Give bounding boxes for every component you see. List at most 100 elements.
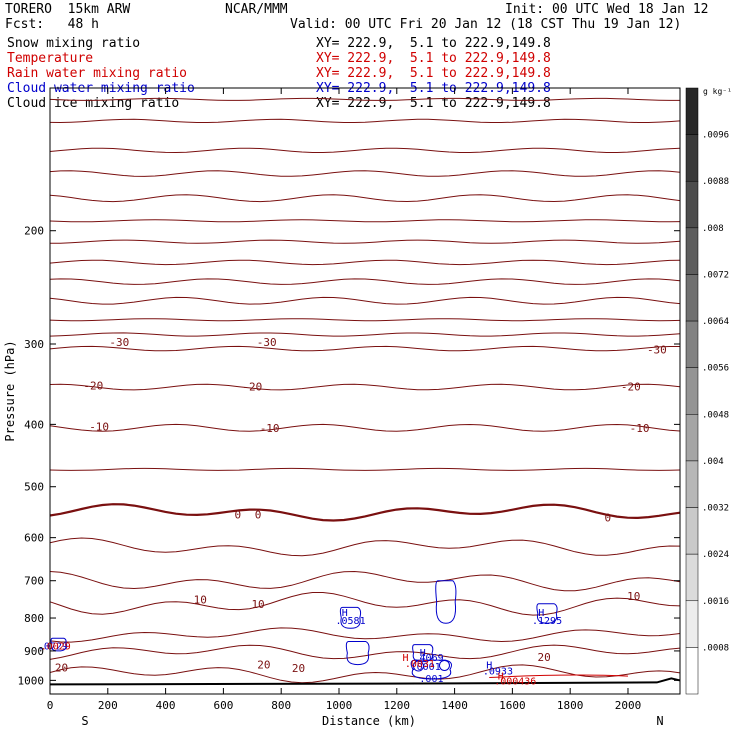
- colorbar-swatch: [685, 600, 699, 648]
- colorbar-label: .0024: [702, 550, 729, 560]
- field-xy-rain: XY= 222.9, 5.1 to 222.9,149.8: [316, 66, 551, 81]
- x-tick-label: 0: [47, 699, 54, 712]
- isotherm-line: [49, 503, 681, 522]
- colorbar-label: .004: [702, 457, 724, 467]
- model-title: TORERO 15km ARW: [5, 2, 131, 17]
- colorbar-unit: g kg⁻¹: [703, 87, 732, 96]
- colorbar-swatch: [685, 180, 699, 229]
- forecast-hour: Fcst: 48 h: [5, 17, 99, 32]
- colorbar-swatch: [685, 87, 699, 135]
- isotherm-line: [49, 592, 681, 616]
- colorbar-swatch: [685, 227, 699, 275]
- field-name-rain: Rain water mixing ratio: [7, 66, 188, 81]
- colorbar-label: .0048: [702, 410, 729, 420]
- isotherm-line: [49, 118, 681, 124]
- temperature-label: -10: [630, 422, 650, 435]
- isotherm-line: [49, 170, 681, 177]
- isotherm-line: [49, 147, 681, 154]
- isotherm-line: [49, 467, 681, 471]
- isotherm-line: [49, 194, 681, 203]
- cloud-water-contours: [50, 580, 629, 680]
- rain-water-label: H: [498, 671, 504, 682]
- x-tick-label: 1800: [557, 699, 584, 712]
- y-tick-label: 1000: [18, 674, 45, 687]
- colorbar-swatch: [685, 553, 699, 602]
- colorbar-label: .0008: [702, 643, 729, 653]
- x-tick-label: 1200: [384, 699, 411, 712]
- y-tick-label: 700: [24, 575, 44, 588]
- cloud-water-label: .0581: [335, 616, 365, 627]
- colorbar-swatch: [685, 274, 699, 322]
- x-tick-label: 2000: [615, 699, 642, 712]
- cloud-water-label: H: [486, 661, 492, 672]
- colorbar-swatch: [685, 647, 699, 695]
- cloud-water-label: H: [420, 648, 426, 659]
- temperature-label: 20: [538, 651, 551, 664]
- cloud-water-contour: [412, 660, 424, 672]
- temperature-label: -20: [83, 379, 103, 392]
- isotherm-line: [49, 537, 681, 557]
- cloud-water-label: .001: [419, 674, 443, 685]
- colorbar-label: .0072: [702, 270, 729, 280]
- colorbar-swatch: [685, 320, 699, 368]
- y-tick-label: 800: [24, 612, 44, 625]
- colorbar-swatch: [685, 414, 699, 462]
- isotherm-line: [49, 278, 681, 285]
- cloud-water-contour: [410, 659, 452, 680]
- field-name-temperature: Temperature: [7, 51, 94, 66]
- colorbar-swatch: [685, 507, 699, 555]
- x-tick-label: 600: [213, 699, 233, 712]
- temperature-label: -20: [242, 380, 262, 393]
- temperature-label: -30: [109, 336, 129, 349]
- colorbar: .0096 .0088 .008 .0072 .0064 .0056 .0048 .004 .0…: [685, 87, 729, 695]
- temperature-label: -20: [621, 380, 641, 393]
- cloud-water-contour: [435, 580, 457, 624]
- x-tick-label: 1600: [499, 699, 526, 712]
- field-xy-snow: XY= 222.9, 5.1 to 222.9,149.8: [316, 36, 551, 51]
- rain-water-label: .000436: [494, 676, 536, 687]
- cloud-water-label: .0001: [411, 662, 441, 673]
- cloud-water-contour: [536, 603, 558, 624]
- isotherm-line: [49, 296, 681, 305]
- y-tick-label: 300: [24, 338, 44, 351]
- plot-frame: [49, 87, 681, 695]
- cloud-water-label: .0933: [483, 667, 513, 678]
- cloud-water-contour: [339, 606, 362, 629]
- field-name-cloud-ice: Cloud ice mixing ratio: [7, 96, 180, 111]
- colorbar-label: .008: [702, 224, 724, 234]
- isotherm-line: [49, 332, 681, 337]
- temperature-label: 0: [235, 508, 242, 521]
- temperature-label: 20: [292, 662, 305, 675]
- isotherm-line: [49, 627, 681, 643]
- temperature-label: 0: [255, 508, 262, 521]
- isotherm-line: [49, 383, 681, 391]
- x-tick-label: 400: [156, 699, 176, 712]
- y-tick-label: 200: [24, 225, 44, 238]
- temperature-label: -30: [257, 336, 277, 349]
- rain-water-label: .0031: [405, 659, 435, 670]
- cloud-water-contour: [438, 659, 450, 671]
- terrain-surface: [49, 677, 681, 686]
- y-tick-label: 900: [24, 645, 44, 658]
- isotherm-line: [49, 259, 681, 266]
- edge-value-label: .0729: [38, 642, 68, 653]
- temperature-label: 20: [257, 659, 270, 672]
- isotherm-line: [49, 318, 681, 322]
- isotherm-line: [49, 239, 681, 244]
- x-axis-title: Distance (km): [322, 714, 416, 728]
- cloud-water-contour: [412, 644, 434, 663]
- x-axis-right-end-label: N: [656, 714, 663, 728]
- cloud-water-contour: [345, 640, 370, 666]
- y-tick-label: 600: [24, 532, 44, 545]
- temperature-label: -30: [647, 344, 667, 357]
- colorbar-swatch: [685, 134, 699, 182]
- valid-time: Valid: 00 UTC Fri 20 Jan 12 (18 CST Thu …: [290, 17, 682, 32]
- isotherm-line: [49, 97, 680, 101]
- temperature-label: -10: [260, 422, 280, 435]
- x-tick-label: 200: [98, 699, 118, 712]
- cloud-water-label: H: [342, 608, 348, 619]
- colorbar-label: .0088: [702, 177, 729, 187]
- edge-value-label: .0029: [41, 642, 71, 653]
